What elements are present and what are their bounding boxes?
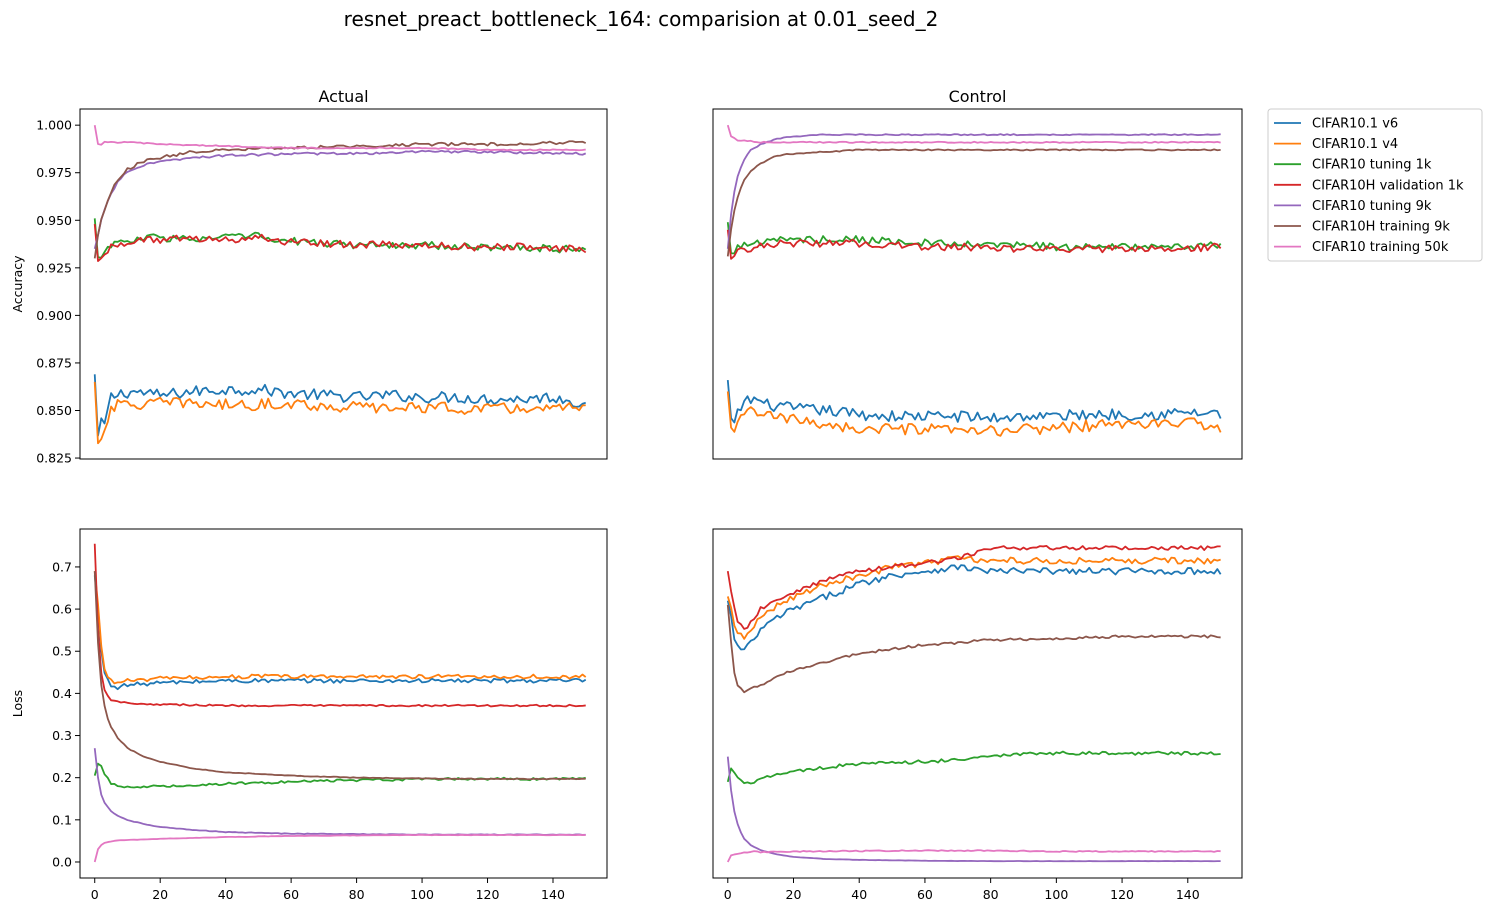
axes-layer: 0.825 0.850 0.875 0.900 0.925 0.950 0.975 1.000… — [10, 87, 1243, 902]
axes-frame — [79, 528, 608, 879]
series-line-cifar10h-training-9k — [93, 140, 587, 259]
series-line-cifar10-1-v6 — [93, 575, 587, 691]
legend-label: CIFAR10.1 v4 — [1312, 137, 1398, 152]
series-line-cifar10-training-50k — [93, 125, 586, 152]
y-tick-label: 0.825 — [36, 451, 72, 466]
figure-suptitle: resnet_preact_bottleneck_164: comparisio… — [344, 7, 939, 31]
y-tick-label: 0.925 — [36, 260, 72, 275]
series-line-cifar10-1-v4 — [93, 381, 586, 445]
x-tick-label: 100 — [410, 887, 434, 902]
series-line-cifar10-1-v6 — [726, 379, 1222, 424]
x-tick-label: 60 — [283, 887, 299, 902]
series-line-cifar10-training-50k — [93, 833, 586, 863]
series-line-cifar10-tuning-9k — [93, 149, 587, 250]
x-tick-label: 120 — [476, 887, 500, 902]
x-tick-label: 120 — [1110, 887, 1134, 902]
y-axis-label: Accuracy — [10, 255, 25, 313]
series-line-cifar10-training-50k — [726, 124, 1221, 144]
panel-control_loss: 0 20 40 60 80 100 120 140 — [712, 528, 1243, 902]
series-line-cifar10-training-50k — [726, 849, 1221, 863]
legend-label: CIFAR10.1 v6 — [1312, 117, 1398, 132]
series-line-cifar10-1-v4 — [726, 391, 1222, 437]
x-tick-label: 100 — [1044, 887, 1068, 902]
y-tick-label: 0.5 — [52, 644, 72, 659]
series-line-cifar10-1-v4 — [93, 571, 587, 685]
series-line-cifar10-1-v4 — [726, 555, 1221, 640]
x-tick-label: 40 — [218, 887, 234, 902]
y-tick-label: 0.1 — [52, 812, 72, 827]
axes-frame — [712, 108, 1243, 460]
series-line-cifar10-1-v6 — [726, 564, 1222, 651]
y-axis-label: Loss — [10, 690, 25, 717]
legend: CIFAR10.1 v6 CIFAR10.1 v4 CIFAR10 tuning 1… — [1267, 108, 1483, 262]
y-tick-label: 0.0 — [52, 854, 72, 869]
series-group — [93, 125, 587, 445]
y-tick-label: 0.6 — [52, 602, 72, 617]
series-line-cifar10-tuning-9k — [726, 756, 1221, 863]
y-tick-label: 0.2 — [52, 770, 72, 785]
legend-label: CIFAR10H validation 1k — [1312, 178, 1464, 193]
y-tick-label: 1.000 — [36, 118, 72, 133]
series-group — [726, 545, 1222, 863]
x-tick-label: 80 — [983, 887, 999, 902]
series-group — [93, 543, 587, 863]
y-tick-label: 0.850 — [36, 403, 72, 418]
legend-label: CIFAR10 tuning 9k — [1312, 199, 1432, 214]
y-tick-label: 0.3 — [52, 728, 72, 743]
series-line-cifar10h-validation-1k — [726, 229, 1222, 260]
x-tick-label: 20 — [786, 887, 802, 902]
x-tick-label: 0 — [724, 887, 732, 902]
panel-control_accuracy: Control — [712, 87, 1243, 460]
x-tick-label: 40 — [851, 887, 867, 902]
x-tick-label: 60 — [917, 887, 933, 902]
x-tick-label: 140 — [541, 887, 565, 902]
series-group — [726, 124, 1222, 437]
series-line-cifar10-tuning-1k — [93, 762, 586, 789]
legend-label: CIFAR10 tuning 1k — [1312, 158, 1432, 173]
axes-frame — [712, 528, 1243, 879]
y-tick-label: 0.7 — [52, 559, 72, 574]
y-tick-label: 0.900 — [36, 308, 72, 323]
series-line-cifar10-tuning-1k — [93, 218, 587, 259]
legend-label: CIFAR10H training 9k — [1312, 220, 1450, 235]
panel-actual_loss: 0.0 0.1 0.2 0.3 0.4 0.5 0.6 0.7 0 20 40 60 80 100 120 1… — [10, 528, 608, 902]
x-tick-label: 0 — [91, 887, 99, 902]
series-line-cifar10h-training-9k — [726, 604, 1221, 694]
series-line-cifar10h-validation-1k — [93, 543, 586, 708]
y-tick-label: 0.975 — [36, 165, 72, 180]
y-tick-label: 0.875 — [36, 355, 72, 370]
series-line-cifar10h-validation-1k — [93, 224, 587, 262]
series-line-cifar10h-training-9k — [93, 571, 586, 781]
axes-frame — [79, 108, 608, 460]
axes-title: Control — [949, 87, 1007, 106]
x-tick-label: 140 — [1176, 887, 1200, 902]
series-line-cifar10-tuning-9k — [726, 133, 1221, 249]
panel-actual_accuracy: 0.825 0.850 0.875 0.900 0.925 0.950 0.975 1.000… — [10, 87, 608, 466]
y-tick-label: 0.950 — [36, 213, 72, 228]
x-tick-label: 80 — [349, 887, 365, 902]
legend-label: CIFAR10 training 50k — [1312, 240, 1449, 255]
series-line-cifar10-tuning-1k — [726, 750, 1221, 785]
y-tick-label: 0.4 — [52, 686, 72, 701]
x-tick-label: 20 — [152, 887, 168, 902]
axes-title: Actual — [318, 87, 368, 106]
series-line-cifar10h-training-9k — [726, 148, 1221, 257]
series-line-cifar10-1-v6 — [93, 374, 586, 437]
series-line-cifar10h-validation-1k — [726, 545, 1221, 630]
legend-frame — [1267, 108, 1483, 262]
